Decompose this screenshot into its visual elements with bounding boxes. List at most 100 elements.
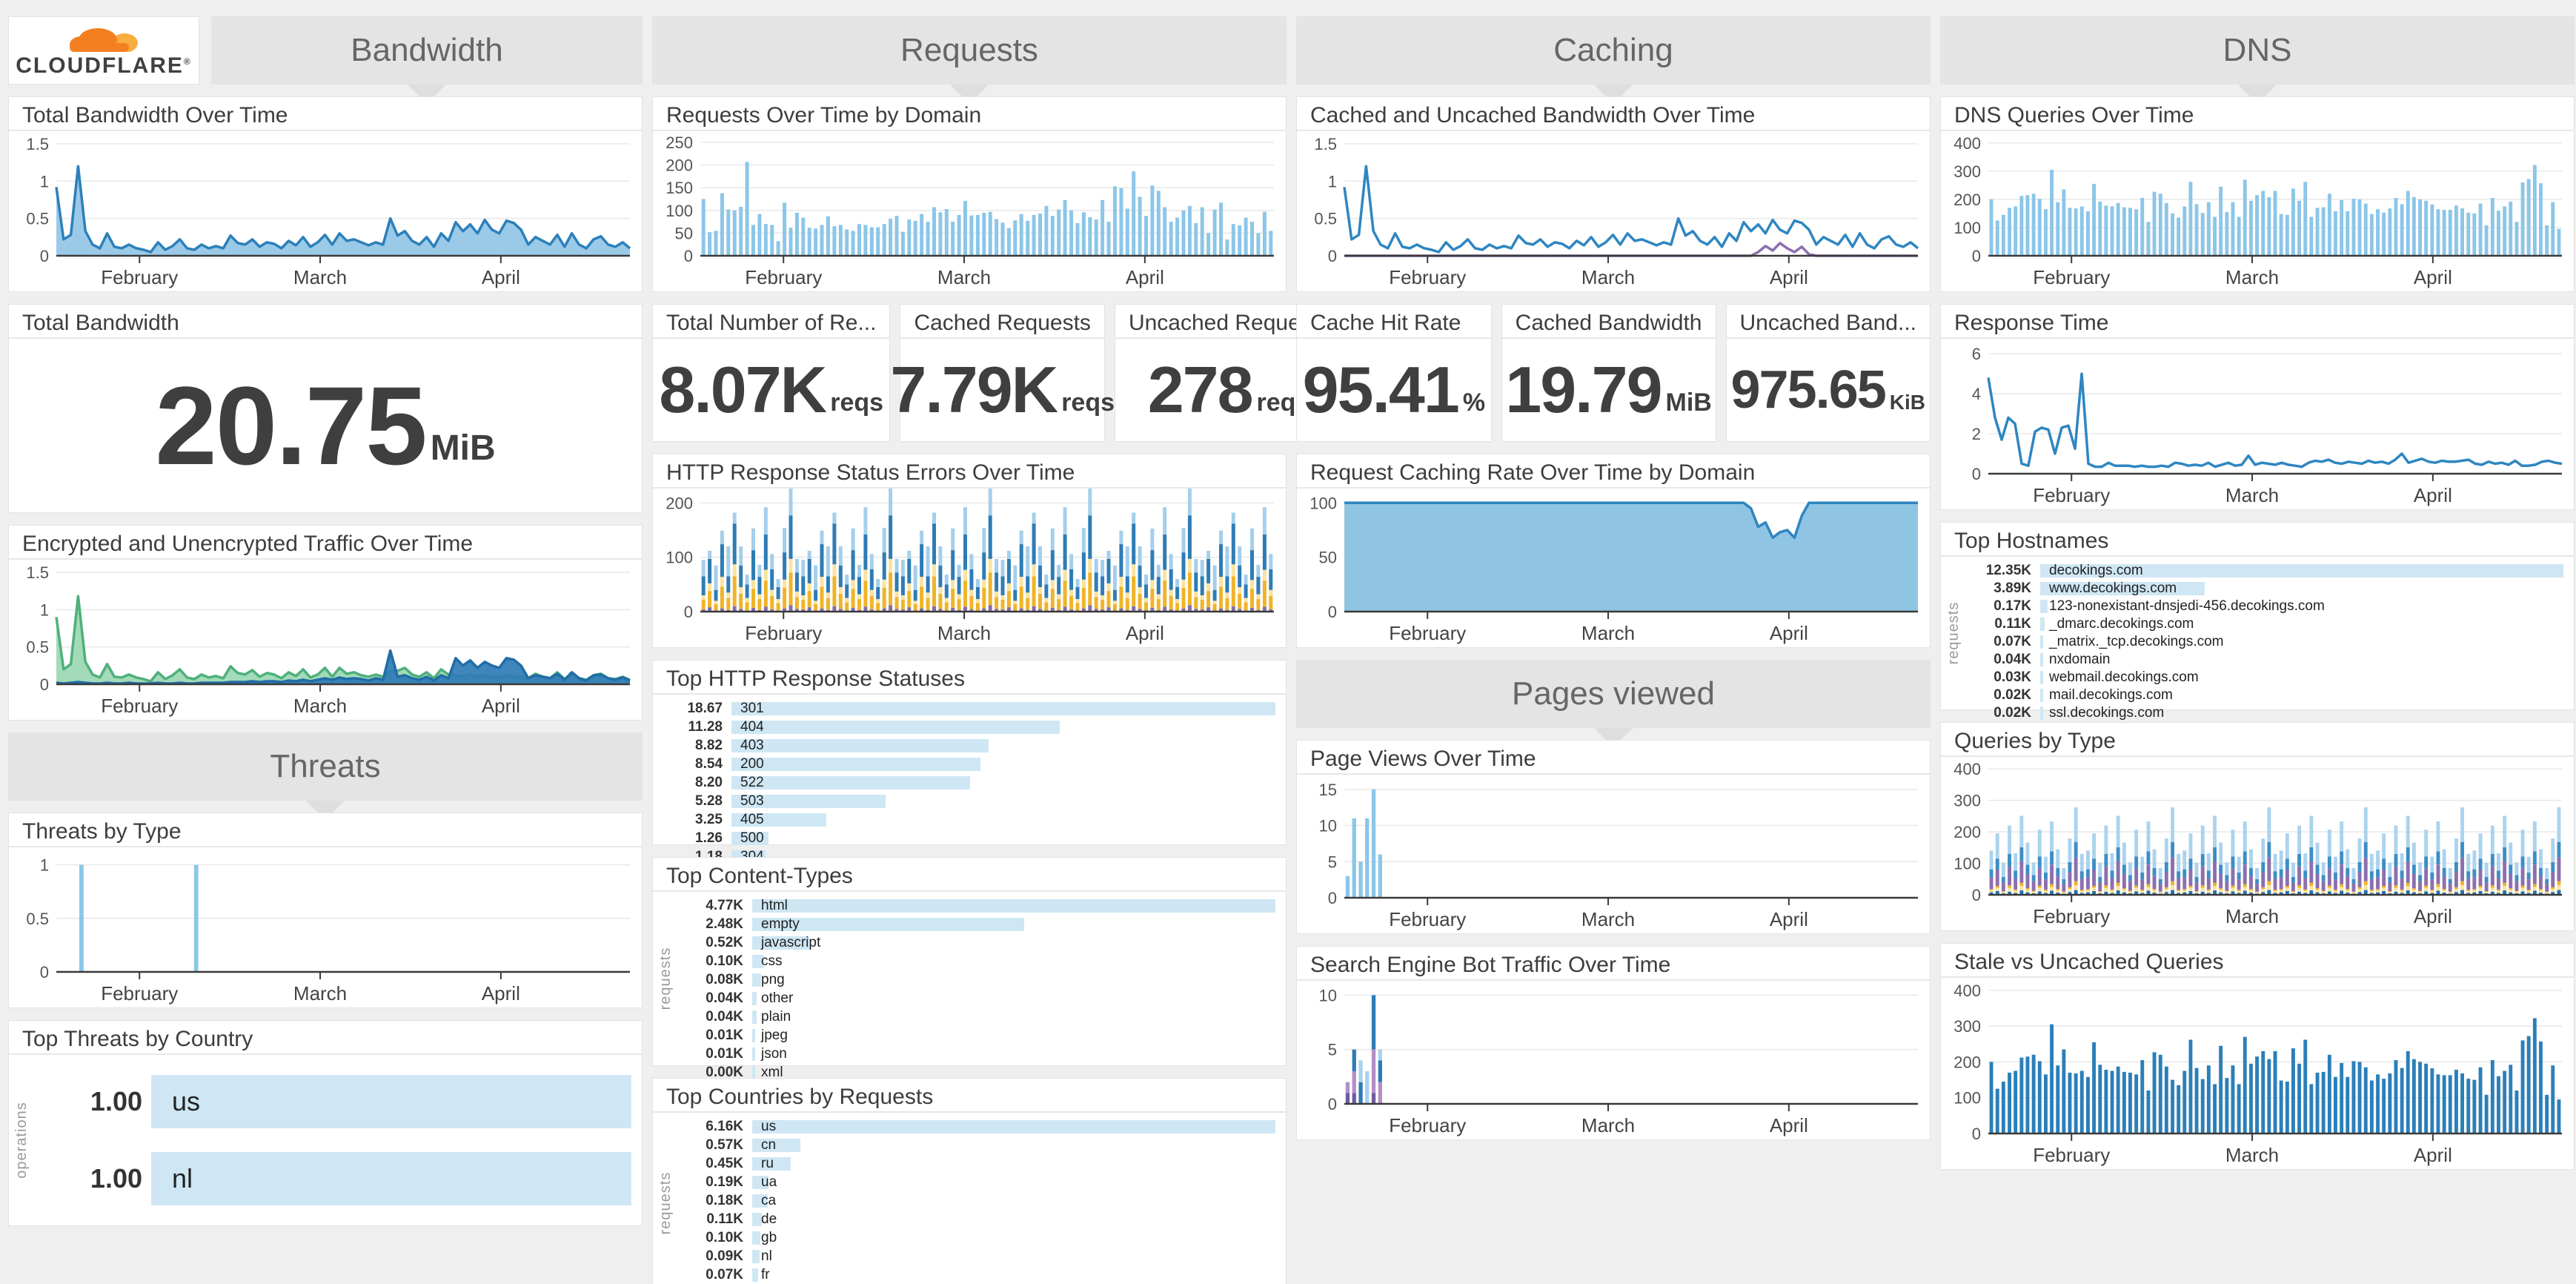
panel-dns-queries: DNS Queries Over Time 0 100 200 300 400 Febru… xyxy=(1940,96,2575,292)
page-views-chart[interactable]: 0 5 10 15 February March April xyxy=(1297,775,1930,933)
hbar-label: nl xyxy=(761,1248,772,1264)
stat-unit: reqs xyxy=(1061,388,1115,417)
svg-text:April: April xyxy=(2414,905,2452,927)
dns-queries-chart[interactable]: 0 100 200 300 400 February March April xyxy=(1941,131,2574,291)
svg-text:March: March xyxy=(2225,266,2279,288)
hbar-value: 0.07K xyxy=(706,1267,743,1283)
total-bandwidth-over-time-chart[interactable]: 0 0.5 1 1.5 February March April xyxy=(9,131,642,291)
hbar-value: 0.01K xyxy=(706,1046,743,1062)
cloudflare-logo[interactable]: CLOUDFLARE® xyxy=(8,16,199,85)
hbar-label: de xyxy=(761,1211,777,1227)
svg-text:1: 1 xyxy=(1328,172,1337,191)
response-time-chart[interactable]: 0 2 4 6 February March April xyxy=(1941,339,2574,509)
panel-top-threats-by-country: Top Threats by Country operations 1.00 us… xyxy=(8,1020,643,1226)
caching-rate-chart[interactable]: 0 50 100 February March April xyxy=(1297,489,1930,647)
svg-text:April: April xyxy=(2414,484,2452,506)
hbar-label: ssl.decokings.com xyxy=(2049,705,2165,721)
hbar-label: 200 xyxy=(740,756,764,772)
svg-text:300: 300 xyxy=(1953,792,1981,810)
stat-unit: reqs xyxy=(830,388,884,417)
hbar-label: plain xyxy=(761,1009,791,1025)
svg-text:300: 300 xyxy=(1953,1017,1981,1036)
hbar-value: 0.07K xyxy=(1994,634,2031,649)
hbar-value: 0.19K xyxy=(706,1174,743,1190)
hbar-fill xyxy=(752,1268,759,1282)
requests-over-time-chart[interactable]: 0 50 100 150 200 250 February March April xyxy=(653,131,1286,291)
panel-http-errors: HTTP Response Status Errors Over Time 0 1… xyxy=(652,454,1287,648)
svg-text:0: 0 xyxy=(1972,1125,1981,1143)
hbar-fill xyxy=(752,1250,760,1263)
panel-encrypted-traffic: Encrypted and Unencrypted Traffic Over T… xyxy=(8,525,643,721)
top-hostnames-list: requests 12.35K decokings.com 3.89K www.dec… xyxy=(1941,557,2574,738)
hbar-row: 0.52K javascript xyxy=(684,935,1275,951)
threats-by-type-chart[interactable]: 0 0.5 1 February March April xyxy=(9,847,642,1007)
svg-text:200: 200 xyxy=(665,494,693,512)
svg-text:5: 5 xyxy=(1328,853,1337,871)
encrypted-traffic-chart[interactable]: 0 0.5 1 1.5 February March April xyxy=(9,560,642,720)
hbar-value: 18.67 xyxy=(687,701,723,716)
svg-text:0: 0 xyxy=(1972,465,1981,483)
panel-top-hostnames: Top Hostnames requests 12.35K decokings.c… xyxy=(1940,522,2575,738)
svg-text:0: 0 xyxy=(40,675,49,694)
cached-uncached-bw-chart[interactable]: 0 0.5 1 1.5 February March April xyxy=(1297,131,1930,291)
stat-value: 7.79K xyxy=(890,353,1058,426)
svg-text:March: March xyxy=(1581,908,1635,930)
hbar-value: 4.77K xyxy=(706,898,743,913)
hbar-label: html xyxy=(761,898,788,913)
hbar-value: 0.08K xyxy=(706,972,743,987)
hbar-fill xyxy=(731,776,971,790)
svg-text:100: 100 xyxy=(1309,494,1337,512)
panel-title: Request Caching Rate Over Time by Domain xyxy=(1297,454,1930,489)
hbar-label: 404 xyxy=(740,719,764,735)
hbar-value: 0.04K xyxy=(706,1009,743,1025)
hbar-fill xyxy=(2040,635,2044,649)
hbar-row: 18.67 301 xyxy=(663,701,1275,717)
hbar-value: 3.25 xyxy=(695,812,723,827)
svg-text:0: 0 xyxy=(1328,889,1337,907)
svg-text:0: 0 xyxy=(684,603,693,621)
hbar-label: 503 xyxy=(740,793,764,809)
svg-text:0.5: 0.5 xyxy=(26,910,49,928)
hbar-fill xyxy=(731,832,769,845)
panel-title: Total Bandwidth xyxy=(9,305,642,339)
panel-title: Cached Bandwidth xyxy=(1501,305,1716,339)
hbar-value: 0.11K xyxy=(1994,616,2031,632)
panel-title: Encrypted and Unencrypted Traffic Over T… xyxy=(9,526,642,560)
hbar-row: 1.00 us xyxy=(40,1068,631,1135)
hbar-fill xyxy=(752,1194,768,1208)
y-axis-label: operations xyxy=(13,1102,30,1179)
hbar-row: 0.04K other xyxy=(684,990,1275,1007)
hbar-row: 8.82 403 xyxy=(663,738,1275,754)
hbar-fill xyxy=(752,992,757,1005)
panel-title: Uncached Band... xyxy=(1726,305,1930,339)
hbar-value: 0.10K xyxy=(706,953,743,969)
svg-text:400: 400 xyxy=(1953,760,1981,778)
hbar-label: webmail.decokings.com xyxy=(2049,669,2199,685)
bot-traffic-chart[interactable]: 0 5 10 February March April xyxy=(1297,981,1930,1139)
section-header-caching: Caching xyxy=(1296,16,1931,104)
svg-text:February: February xyxy=(1389,622,1466,644)
hbar-fill xyxy=(731,795,886,808)
queries-by-type-chart[interactable]: 0 100 200 300 400 February March April xyxy=(1941,757,2574,930)
hbar-row: 0.45K ru xyxy=(684,1156,1275,1172)
stat-value: 20.75 xyxy=(155,363,427,488)
hbar-row: 12.35K decokings.com xyxy=(1972,563,2563,579)
svg-text:February: February xyxy=(745,622,822,644)
hbar-fill xyxy=(752,1010,757,1024)
hbar-row: 0.10K css xyxy=(684,953,1275,970)
hbar-value: 0.45K xyxy=(706,1156,743,1171)
svg-text:0: 0 xyxy=(1328,603,1337,621)
hbar-fill xyxy=(151,1152,631,1205)
hbar-label: 123-nonexistant-dnsjedi-456.decokings.co… xyxy=(2049,598,2325,614)
stale-uncached-chart[interactable]: 0 100 200 300 400 February March April xyxy=(1941,978,2574,1169)
hbar-fill xyxy=(752,1213,762,1226)
panel-caching-rate: Request Caching Rate Over Time by Domain… xyxy=(1296,454,1931,648)
svg-text:200: 200 xyxy=(1953,191,1981,209)
hbar-row: 1.26 500 xyxy=(663,830,1275,847)
http-errors-chart[interactable]: 0 100 200 February March April xyxy=(653,483,1286,647)
svg-text:1: 1 xyxy=(40,856,49,875)
hbar-label: mail.decokings.com xyxy=(2049,687,2173,703)
hbar-value: 1.26 xyxy=(695,830,723,846)
svg-text:10: 10 xyxy=(1319,986,1337,1005)
hbar-label: _dmarc.decokings.com xyxy=(2049,616,2194,632)
